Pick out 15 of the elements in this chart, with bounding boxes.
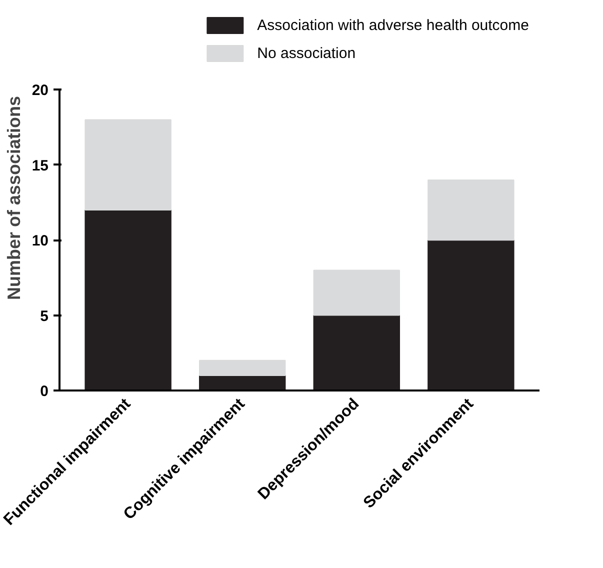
legend-label: No association [257,44,356,62]
y-tick-label: 5 [40,308,48,325]
bar [428,179,514,241]
y-axis-title: Number of associations [4,96,24,300]
bar [313,314,400,390]
legend-label: Association with adverse health outcome [257,16,529,34]
bar [428,240,514,390]
bar [313,270,400,316]
y-tick-label: 15 [32,157,49,174]
bar [199,360,286,376]
y-tick-label: 0 [40,383,48,400]
y-tick-label: 10 [32,232,49,250]
bar [84,210,172,390]
y-tick-label: 20 [32,82,49,100]
bar [84,119,172,211]
